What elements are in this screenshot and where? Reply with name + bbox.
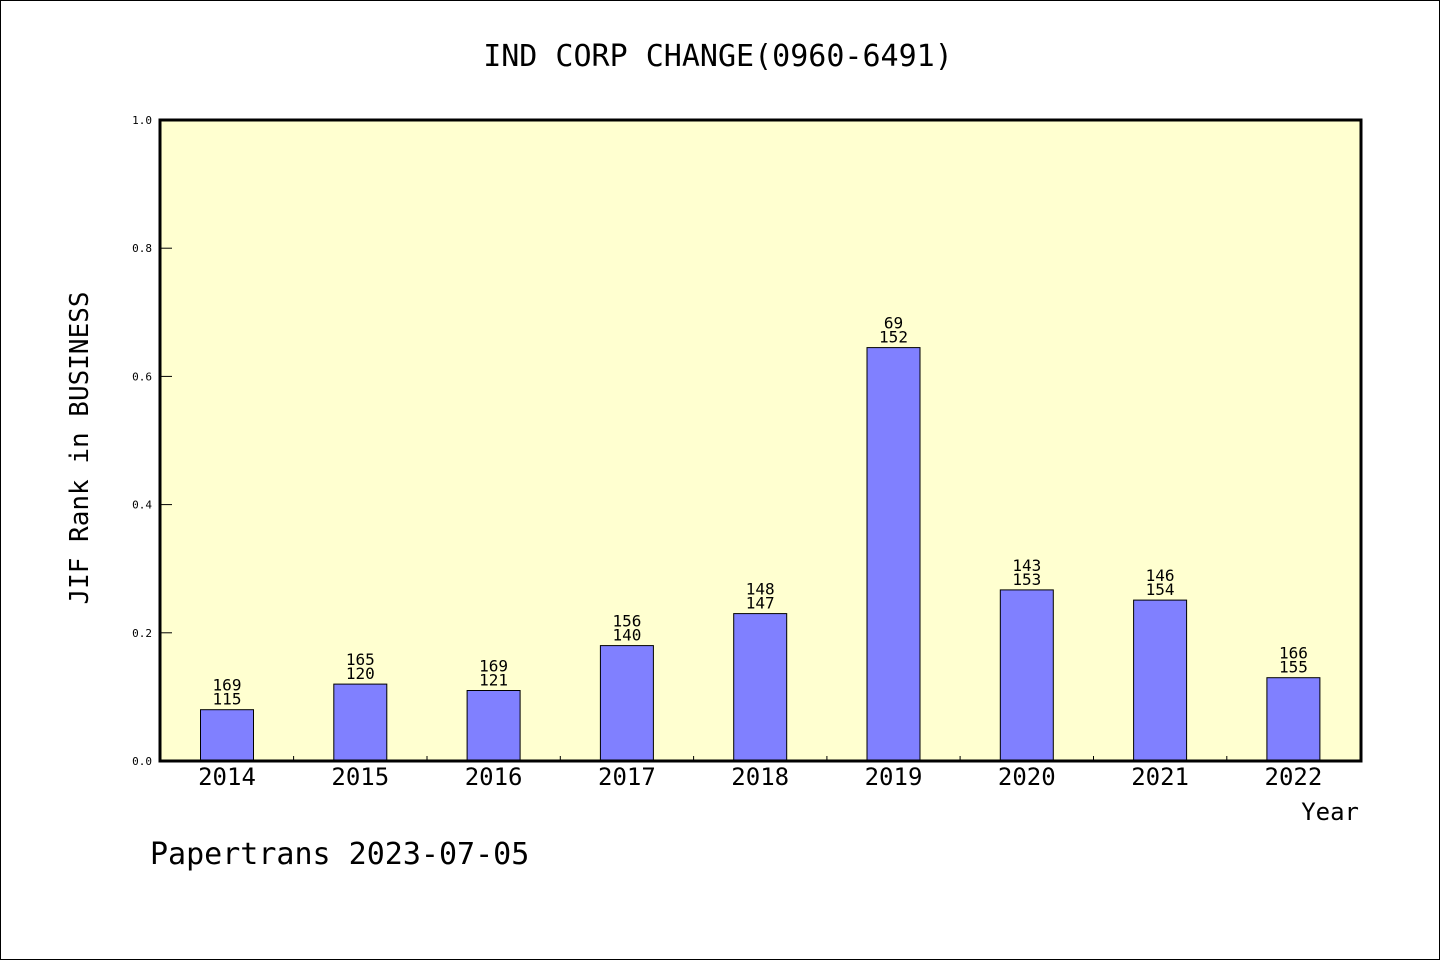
x-tick-label-2021: 2021 (1131, 763, 1189, 791)
bar-label-top-2021: 146 (1146, 566, 1175, 585)
bar-label-bottom-2019: 152 (879, 328, 908, 347)
bar-label-top-2022: 166 (1279, 644, 1308, 663)
bars (200, 347, 1321, 762)
y-axis-label: JIF Rank in BUSINESS (65, 291, 95, 604)
bar-2021 (1133, 599, 1188, 762)
x-tick-label-2020: 2020 (998, 763, 1056, 791)
x-axis-ticks: 2014 2015 2016 2017 2018 2019 2020 2021 2022 (198, 756, 1322, 791)
bar-2014 (200, 709, 254, 762)
bar-label-top-2017: 156 (612, 612, 641, 631)
bar-label-top-2015: 165 (346, 650, 375, 669)
bar-label-top-2016: 169 (479, 657, 508, 676)
x-tick-label-2015: 2015 (331, 763, 389, 791)
footer-text: Papertrans 2023-07-05 (150, 837, 529, 872)
bar-2017 (599, 645, 654, 762)
x-axis-label: Year (1301, 798, 1359, 826)
bar-2015 (333, 683, 388, 762)
bar-2020 (999, 589, 1054, 762)
bar-label-bottom-2016: 121 (479, 671, 508, 690)
x-tick-label-2014: 2014 (198, 763, 256, 791)
bar-label-bottom-2015: 120 (346, 664, 375, 683)
bar-label-top-2018: 148 (746, 580, 775, 599)
plot-border (158, 118, 1363, 763)
y-tick-label: 0.4 (132, 499, 152, 512)
bar-label-top-2020: 143 (1012, 556, 1041, 575)
y-tick-label: 0.2 (132, 627, 152, 640)
y-tick-label: 0.8 (132, 242, 152, 255)
chart-title: IND CORP CHANGE(0960-6491) (483, 39, 953, 74)
bar-2018 (733, 613, 788, 762)
bar-label-bottom-2021: 154 (1146, 580, 1175, 599)
bar-label-bottom-2017: 140 (612, 626, 641, 645)
x-tick-label-2016: 2016 (465, 763, 523, 791)
y-axis-ticks: 0.0 0.2 0.4 0.6 0.8 1.0 (132, 114, 172, 768)
x-tick-label-2022: 2022 (1265, 763, 1323, 791)
y-tick-label: 0.0 (132, 755, 152, 768)
x-tick-label-2017: 2017 (598, 763, 656, 791)
y-tick-label: 1.0 (132, 114, 152, 127)
y-tick-label: 0.6 (132, 370, 152, 383)
bar-2016 (466, 690, 521, 762)
bar-label-top-2019: 69 (884, 314, 903, 333)
bar-label-bottom-2018: 147 (746, 594, 775, 613)
bar-2022 (1266, 677, 1321, 762)
x-tick-label-2019: 2019 (865, 763, 923, 791)
bar-label-bottom-2022: 155 (1279, 658, 1308, 677)
bar-2019 (866, 347, 921, 762)
bar-label-bottom-2020: 153 (1012, 570, 1041, 589)
bar-label-top-2014: 169 (213, 676, 242, 695)
x-tick-label-2018: 2018 (731, 763, 789, 791)
bar-label-bottom-2014: 115 (213, 690, 242, 709)
